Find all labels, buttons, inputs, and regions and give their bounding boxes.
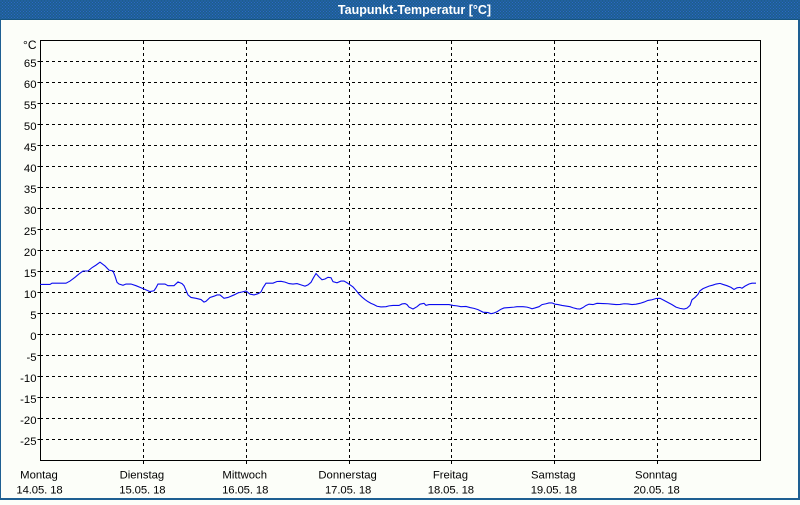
svg-text:10: 10 <box>24 289 37 301</box>
svg-text:20: 20 <box>24 247 37 259</box>
svg-text:-25: -25 <box>20 436 36 448</box>
svg-text:65: 65 <box>24 58 37 70</box>
svg-text:15: 15 <box>24 268 37 280</box>
svg-text:5: 5 <box>30 310 36 322</box>
svg-text:14.05. 18: 14.05. 18 <box>16 485 62 497</box>
svg-text:40: 40 <box>24 163 37 175</box>
svg-text:Donnerstag: Donnerstag <box>318 470 376 482</box>
svg-text:°C: °C <box>23 38 37 52</box>
svg-text:-5: -5 <box>26 352 36 364</box>
svg-text:-15: -15 <box>20 394 36 406</box>
svg-text:Sonntag: Sonntag <box>635 470 677 482</box>
svg-text:20.05. 18: 20.05. 18 <box>633 485 679 497</box>
svg-text:30: 30 <box>24 205 37 217</box>
svg-text:Montag: Montag <box>20 470 58 482</box>
svg-text:Mittwoch: Mittwoch <box>222 470 267 482</box>
svg-text:19.05. 18: 19.05. 18 <box>531 485 577 497</box>
svg-text:-20: -20 <box>20 415 36 427</box>
svg-text:45: 45 <box>24 142 37 154</box>
svg-text:16.05. 18: 16.05. 18 <box>222 485 268 497</box>
svg-text:55: 55 <box>24 100 37 112</box>
svg-text:17.05. 18: 17.05. 18 <box>325 485 371 497</box>
svg-text:-10: -10 <box>20 373 36 385</box>
svg-text:Dienstag: Dienstag <box>120 470 165 482</box>
svg-text:18.05. 18: 18.05. 18 <box>428 485 474 497</box>
svg-text:25: 25 <box>24 226 37 238</box>
svg-text:Taupunkt-Temperatur [°C]: Taupunkt-Temperatur [°C] <box>338 3 491 17</box>
svg-text:Freitag: Freitag <box>433 470 468 482</box>
svg-text:0: 0 <box>30 331 36 343</box>
svg-text:35: 35 <box>24 184 37 196</box>
svg-text:50: 50 <box>24 121 37 133</box>
svg-text:60: 60 <box>24 79 37 91</box>
svg-text:15.05. 18: 15.05. 18 <box>119 485 165 497</box>
svg-text:Samstag: Samstag <box>531 470 576 482</box>
